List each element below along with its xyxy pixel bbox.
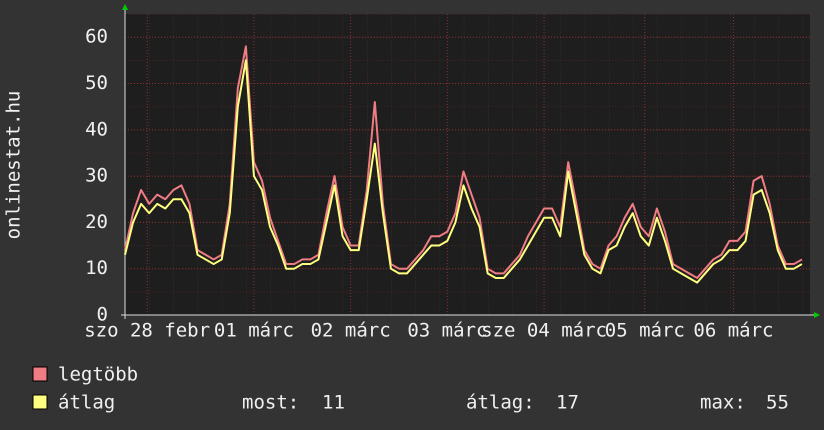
stat-label: most: (242, 392, 299, 414)
y-tick-label: 30 (85, 165, 108, 187)
stat-value: 55 (766, 392, 789, 414)
y-tick-label: 0 (97, 304, 108, 326)
legend-label: átlag (58, 392, 115, 414)
series-line (124, 59, 803, 284)
y-tick-label: 10 (85, 257, 108, 279)
stat-value: 17 (556, 392, 579, 414)
y-tick-label: 60 (85, 26, 108, 48)
y-tick-label: 40 (85, 118, 108, 140)
y-axis-label: onlinestat.hu (3, 91, 25, 240)
x-tick-label: 06 márc (693, 320, 773, 342)
x-tick-label: 03 márc (407, 320, 487, 342)
x-tick-label: sze 04 márc (481, 320, 607, 342)
y-tick-label: 20 (85, 211, 108, 233)
x-arrow (814, 312, 820, 318)
x-tick-label: szo 28 febr (84, 320, 210, 342)
y-arrow (122, 4, 128, 10)
stat-label: átlag: (466, 392, 535, 414)
legend-swatch (32, 394, 48, 410)
x-tick-label: 02 márc (311, 320, 391, 342)
series-line (124, 45, 803, 279)
legend-label: legtöbb (58, 364, 138, 386)
y-tick-label: 50 (85, 72, 108, 94)
stat-label: max: (700, 392, 746, 414)
legend-swatch (32, 366, 48, 382)
x-tick-label: 01 márc (214, 320, 294, 342)
x-tick-label: 05 márc (605, 320, 685, 342)
stat-value: 11 (322, 392, 345, 414)
minor-grid (125, 14, 810, 315)
